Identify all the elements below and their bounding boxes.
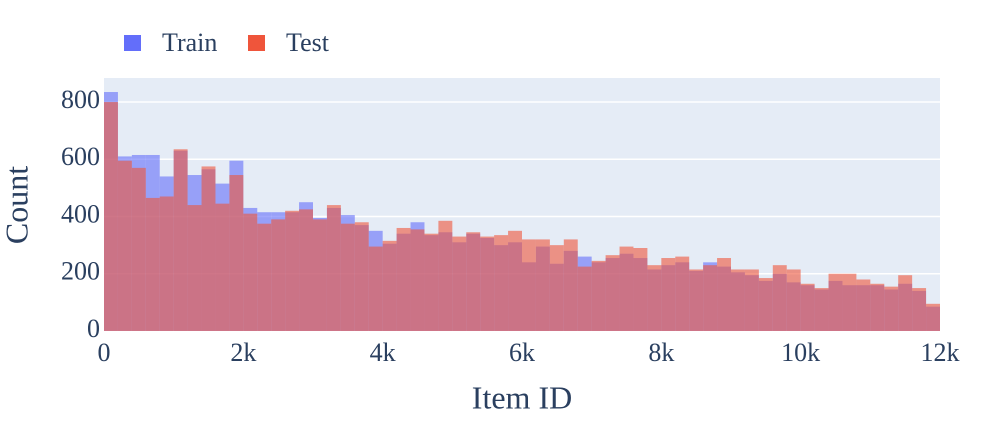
bar: [187, 205, 202, 331]
bar: [313, 219, 327, 331]
bar: [173, 149, 188, 331]
bar: [591, 260, 606, 331]
bar: [870, 283, 885, 331]
bar: [452, 236, 467, 331]
bar: [633, 248, 648, 331]
bar: [842, 273, 857, 331]
bar: [117, 160, 132, 331]
bar: [299, 209, 313, 331]
bar: [340, 223, 355, 331]
bar: [494, 235, 509, 331]
bar: [758, 278, 773, 331]
bar: [703, 265, 718, 331]
bar: [786, 269, 801, 331]
bar: [661, 258, 676, 331]
y-axis-title: Count: [0, 166, 34, 244]
bar: [438, 220, 453, 331]
legend-label: Train: [162, 28, 217, 57]
bar: [731, 269, 745, 331]
bar: [326, 205, 341, 331]
bar: [104, 102, 118, 331]
bar: [466, 232, 481, 331]
x-tick-label: 6k: [509, 338, 535, 367]
bar: [522, 239, 536, 331]
bar: [396, 227, 411, 331]
bar: [201, 166, 216, 331]
bar: [884, 286, 899, 331]
bar: [856, 279, 871, 331]
bar: [159, 196, 174, 331]
bar: [675, 256, 690, 331]
bar: [577, 266, 592, 331]
bar: [744, 269, 759, 331]
bar: [410, 229, 425, 331]
bar: [898, 275, 913, 331]
bar: [229, 175, 244, 331]
bar: [717, 258, 731, 331]
bar: [145, 197, 160, 331]
legend-label: Test: [286, 28, 330, 57]
y-tick-label: 800: [61, 85, 100, 114]
bar: [131, 167, 146, 331]
bar: [508, 230, 522, 331]
x-tick-label: 12k: [921, 338, 960, 367]
bar: [800, 283, 815, 331]
bar: [619, 246, 634, 331]
x-axis-title: Item ID: [472, 379, 572, 415]
bar: [257, 223, 272, 331]
bar: [912, 288, 927, 331]
bar: [368, 246, 383, 331]
y-tick-label: 600: [61, 142, 100, 171]
bar: [563, 239, 578, 331]
x-tick-label: 10k: [781, 338, 820, 367]
x-tick-label: 0: [98, 338, 111, 367]
bar: [271, 219, 286, 331]
bar: [480, 236, 495, 331]
bar: [772, 265, 787, 331]
bar: [215, 203, 230, 331]
x-tick-label: 4k: [370, 338, 396, 367]
legend-swatch: [248, 35, 265, 51]
bar: [382, 240, 397, 331]
bar: [285, 210, 300, 331]
y-tick-label: 0: [87, 314, 100, 343]
bar: [424, 233, 439, 331]
bar: [354, 222, 369, 331]
y-tick-label: 200: [61, 257, 100, 286]
bar: [926, 303, 940, 331]
legend-swatch: [124, 35, 141, 51]
bar: [814, 288, 829, 331]
x-tick-label: 8k: [648, 338, 674, 367]
bar: [243, 213, 258, 331]
y-tick-label: 400: [61, 199, 100, 228]
bar: [605, 255, 620, 331]
bar: [689, 269, 704, 331]
bar: [647, 265, 662, 331]
bar: [549, 245, 564, 331]
bar: [828, 273, 843, 331]
x-tick-label: 2k: [230, 338, 256, 367]
bar: [535, 239, 550, 331]
